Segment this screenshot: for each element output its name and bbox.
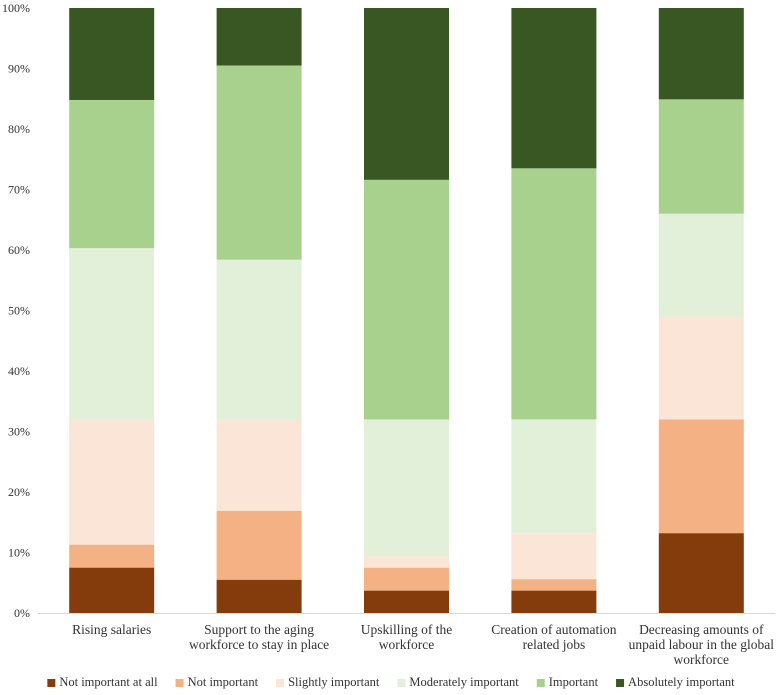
legend-label: Moderately important [409,675,519,689]
bar-segment [69,8,155,100]
bar-segment [364,419,449,557]
legend-item: Slightly important [276,675,380,689]
legend-item: Important [536,675,599,689]
bar-segment [364,8,449,180]
bar-segment [658,419,744,534]
bar-segment [364,556,449,568]
x-tick-label: Decreasing amounts of unpaid labour in th… [629,622,775,667]
legend-swatch [175,679,184,687]
legend-item: Not important at all [47,675,158,689]
bar-segment [511,8,597,169]
legend-label: Slightly important [288,675,380,689]
bar-segment [511,590,597,613]
y-tick-label: 90% [8,62,30,76]
bar-segment [658,99,744,214]
bar-segment [216,419,302,511]
x-tick-label: Support to the aging workforce to stay in… [189,622,329,652]
bar-segment [216,65,302,260]
bar-segment [364,567,449,591]
legend-item: Moderately important [397,675,519,689]
bar-segment [216,259,302,420]
legend: Not important at all Not important Slightl… [47,675,735,689]
legend-item: Absolutely important [616,675,735,689]
x-tick-label: Rising salaries [72,622,151,637]
bar-segment [511,533,597,580]
bar-segment [216,510,302,580]
bar-segment [658,533,744,613]
legend-item: Not important [175,675,259,689]
bar-segment [69,419,155,545]
legend-swatch [616,679,625,687]
bar-segment [216,8,302,66]
bar-segment [511,579,597,591]
bar-stack [69,8,155,614]
y-tick-label: 70% [8,183,30,197]
legend-label: Not important [188,675,259,689]
bar-segment [216,579,302,613]
bar-stack [216,8,302,613]
x-axis-labels: Rising salaries Support to the aging workf… [72,622,774,667]
legend-swatch [397,679,406,687]
legend-label: Important [549,675,599,689]
bar-segment [364,590,449,613]
y-tick-label: 0% [14,606,30,620]
bar-segment [69,99,155,249]
x-tick-label: Creation of automation related jobs [491,622,616,652]
y-tick-label: 80% [8,122,30,136]
legend-swatch [536,679,545,687]
y-tick-label: 60% [8,243,30,257]
bar-segment [69,248,155,420]
y-tick-label: 100% [2,1,30,15]
y-tick-label: 40% [8,364,30,378]
bar-stack [364,8,449,613]
bar-segment [69,567,155,614]
legend-swatch [47,679,56,687]
legend-swatch [276,679,285,687]
bar-segment [511,168,597,420]
bar-segment [658,213,744,317]
bar-segment [658,8,744,100]
y-tick-label: 50% [8,304,30,318]
x-tick-label: Upskilling of the workforce [361,622,453,652]
y-tick-label: 20% [8,485,30,499]
bar-area [69,8,744,614]
y-axis-ticks: 0% 10% 20% 30% 40% 50% 60% 70% 80% 90% 100% [2,1,30,620]
legend-label: Not important at all [59,675,158,689]
bar-segment [69,544,155,568]
y-tick-label: 30% [8,425,30,439]
legend-label: Absolutely important [628,675,735,689]
bar-segment [511,419,597,534]
y-tick-label: 10% [8,546,30,560]
bar-segment [658,316,744,420]
bar-stack [658,8,744,613]
bar-segment [364,179,449,420]
bar-stack [511,8,597,613]
